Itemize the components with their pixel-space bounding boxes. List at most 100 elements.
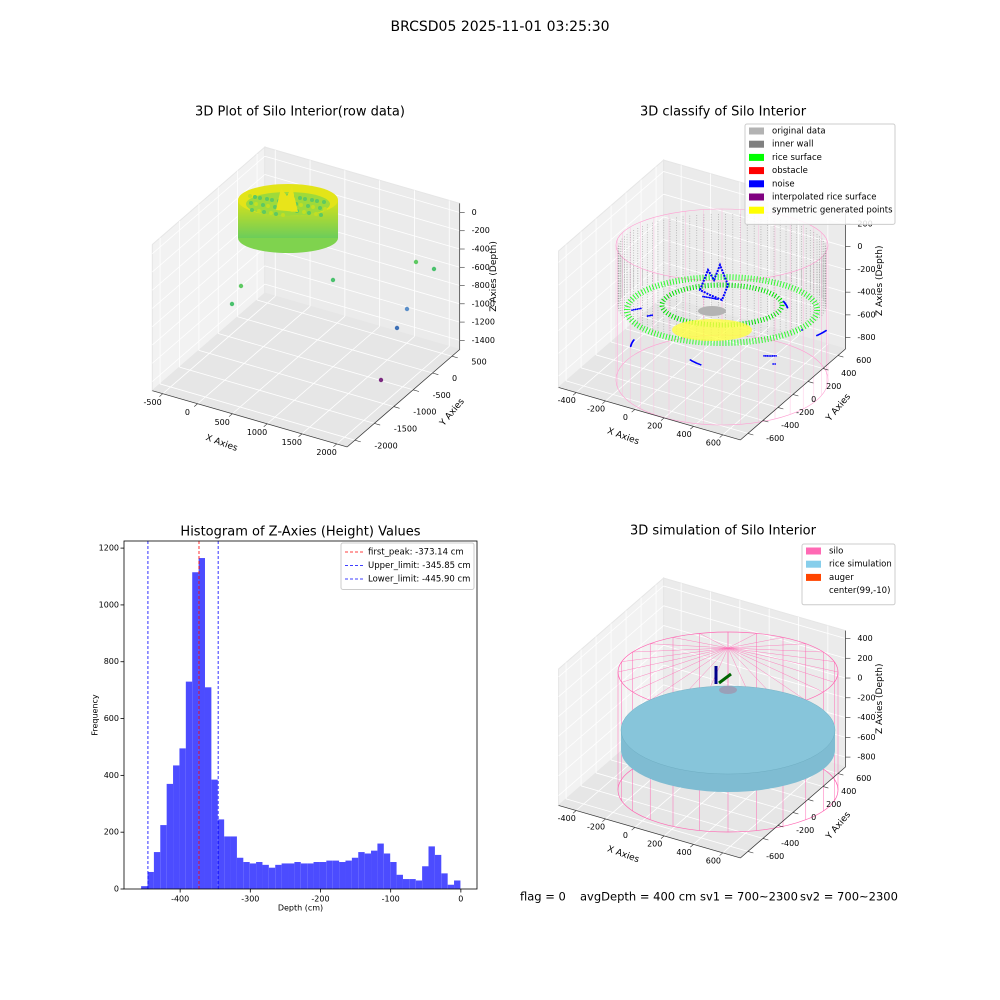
- noise-point: [710, 297, 713, 299]
- cloud: [276, 186, 298, 212]
- tick-mark: [159, 393, 163, 397]
- bar: [383, 853, 391, 889]
- grid-line: [162, 295, 276, 394]
- x-tick-label: 500: [215, 418, 230, 427]
- noise-point: [632, 339, 635, 341]
- z-tick-label: -800: [472, 281, 490, 290]
- outlier-point: [431, 266, 437, 272]
- generated-point: [672, 319, 752, 341]
- silo-wire: [727, 637, 784, 649]
- grid-line: [152, 155, 266, 254]
- x-tick-label: -300: [241, 895, 259, 904]
- noise-point: [703, 295, 706, 298]
- noise-point: [769, 355, 772, 357]
- x-tick-label: 600: [706, 439, 721, 448]
- legend-box: [340, 542, 475, 590]
- bar: [173, 765, 180, 889]
- legend-label: auger: [829, 573, 854, 583]
- bar: [204, 687, 212, 889]
- grid-line: [625, 328, 809, 382]
- silo-wire: [727, 647, 824, 693]
- legend-label: rice simulation: [829, 560, 892, 570]
- x-tick-label: -200: [311, 895, 329, 904]
- status-text: sv2 = 700~2300: [800, 890, 898, 904]
- bar: [402, 879, 410, 889]
- noise-point: [638, 307, 640, 310]
- tick-mark: [690, 844, 694, 848]
- tick-mark: [393, 406, 400, 409]
- bar: [262, 864, 269, 889]
- chart-title: 3D Plot of Silo Interior(row data): [195, 105, 405, 120]
- plot-content: [229, 184, 839, 833]
- noise-point: [648, 314, 650, 317]
- silo-wire: [699, 633, 729, 649]
- noise-point: [708, 296, 711, 299]
- tick-mark: [822, 368, 829, 371]
- tick-mark: [602, 818, 606, 822]
- cloud-point: [302, 210, 306, 214]
- tick-mark: [333, 443, 337, 448]
- x-tick-label: 0: [623, 831, 628, 840]
- grid-line: [558, 239, 664, 331]
- x-tick-label: 400: [676, 848, 691, 857]
- y-tick-label: -600: [766, 434, 784, 443]
- tick-mark: [572, 392, 577, 396]
- noise-point: [689, 359, 692, 361]
- z-axis-label: Z Axies (Depth): [875, 664, 885, 735]
- bar: [185, 681, 193, 889]
- bar: [243, 862, 250, 889]
- y-tick-label: 200: [104, 828, 119, 837]
- cloud-point: [250, 208, 254, 212]
- legend-swatch: [806, 573, 821, 581]
- cloud-point: [258, 196, 262, 200]
- cloud-point: [299, 203, 303, 207]
- bar: [447, 884, 455, 889]
- y-tick-label: 400: [841, 787, 856, 796]
- tick-mark: [690, 426, 694, 430]
- tick-mark: [228, 413, 233, 417]
- z-tick-label: 0: [472, 208, 477, 217]
- z-tick-label: -600: [472, 263, 490, 272]
- grid-line: [264, 247, 460, 305]
- grid-line: [558, 625, 664, 717]
- y-tick-label: 600: [856, 774, 871, 783]
- bar: [147, 871, 154, 889]
- z-tick-label: -200: [472, 226, 490, 235]
- noise-point: [713, 297, 716, 300]
- bar: [249, 863, 257, 889]
- grid-line: [663, 284, 846, 339]
- z-tick-label: 400: [857, 634, 872, 643]
- bar: [339, 862, 346, 889]
- outlier-point: [378, 377, 384, 383]
- grid-line: [558, 171, 664, 263]
- bar: [217, 819, 225, 889]
- y-tick-label: 400: [104, 771, 119, 780]
- figure-title: BRCSD05 2025-11-01 03:25:30: [390, 19, 609, 35]
- grid-line: [198, 349, 394, 407]
- tick-mark: [572, 810, 577, 814]
- noise-point: [636, 308, 639, 310]
- y-tick-label: -200: [796, 408, 814, 417]
- y-tick-label: -2000: [374, 441, 397, 450]
- x-tick-label: -400: [558, 396, 576, 405]
- cloud-point: [323, 207, 327, 211]
- legend-label: Lower_limit: -445.90 cm: [368, 575, 470, 585]
- auger: [718, 672, 732, 685]
- z-tick-label: -1400: [472, 336, 495, 345]
- grid-line: [565, 798, 749, 852]
- axis-line: [152, 390, 348, 448]
- silo-wire: [727, 647, 835, 683]
- cloud-point: [311, 205, 315, 209]
- grid-line: [159, 383, 356, 441]
- z-axis-label: Z Axies (Depth): [489, 241, 499, 312]
- status-text: sv1 = 700~2300: [700, 890, 798, 904]
- y-tick-label: -400: [781, 839, 799, 848]
- z-tick-label: 0: [857, 242, 862, 251]
- cloud-point: [281, 213, 285, 217]
- silo-wire: [615, 208, 829, 282]
- rice-disk: [620, 685, 836, 775]
- outlier-point: [238, 283, 244, 289]
- bar: [409, 879, 416, 889]
- bar: [441, 873, 448, 889]
- bar: [294, 862, 301, 889]
